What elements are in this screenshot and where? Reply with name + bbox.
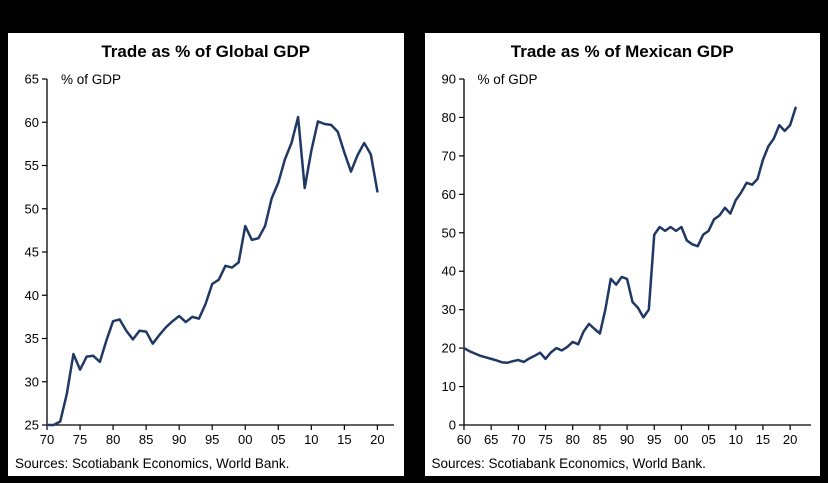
mexican-trade-chart-card: Trade as % of Mexican GDP % of GDP 0 10 20… bbox=[424, 33, 820, 476]
svg-text:20: 20 bbox=[441, 341, 455, 356]
svg-text:00: 00 bbox=[674, 432, 688, 447]
svg-text:30: 30 bbox=[25, 374, 39, 389]
source-note-global: Sources: Scotiabank Economics, World Ban… bbox=[15, 456, 290, 471]
svg-text:15: 15 bbox=[337, 432, 351, 447]
svg-text:10: 10 bbox=[728, 432, 742, 447]
svg-text:65: 65 bbox=[25, 72, 39, 87]
chart-area-mexican: % of GDP 0 10 20 30 40 50 60 70 80 90 60 65 70 75 80 85… bbox=[430, 64, 816, 455]
y-axis-unit-label-mexican: % of GDP bbox=[477, 72, 538, 87]
global-trade-chart-card: Trade as % of Global GDP % of GDP 25 30 35… bbox=[8, 33, 404, 476]
svg-text:50: 50 bbox=[441, 225, 455, 240]
svg-text:90: 90 bbox=[619, 432, 633, 447]
svg-text:80: 80 bbox=[106, 432, 120, 447]
svg-text:40: 40 bbox=[25, 288, 39, 303]
source-note-mexican: Sources: Scotiabank Economics, World Ban… bbox=[431, 456, 706, 471]
svg-text:60: 60 bbox=[25, 115, 39, 130]
svg-text:70: 70 bbox=[40, 432, 54, 447]
chart-title-mexican: Trade as % of Mexican GDP bbox=[510, 42, 734, 61]
global-trade-line-chart: 25 30 35 40 45 50 55 60 65 70 75 80 85 90 95 00 05 10 15 20 bbox=[25, 72, 394, 447]
svg-text:15: 15 bbox=[755, 432, 769, 447]
svg-text:10: 10 bbox=[304, 432, 318, 447]
svg-text:25: 25 bbox=[25, 418, 39, 433]
svg-text:75: 75 bbox=[538, 432, 552, 447]
svg-text:95: 95 bbox=[205, 432, 219, 447]
mexican-trade-line-chart: 0 10 20 30 40 50 60 70 80 90 60 65 70 75 80 85 90 95 00 05 1… bbox=[441, 72, 811, 447]
svg-text:20: 20 bbox=[370, 432, 384, 447]
svg-text:80: 80 bbox=[441, 110, 455, 125]
svg-text:95: 95 bbox=[647, 432, 661, 447]
svg-text:90: 90 bbox=[172, 432, 186, 447]
svg-text:00: 00 bbox=[238, 432, 252, 447]
svg-text:20: 20 bbox=[782, 432, 796, 447]
svg-text:80: 80 bbox=[565, 432, 579, 447]
svg-text:85: 85 bbox=[592, 432, 606, 447]
chart-title-global: Trade as % of Global GDP bbox=[101, 42, 311, 61]
svg-text:05: 05 bbox=[271, 432, 285, 447]
svg-text:35: 35 bbox=[25, 331, 39, 346]
svg-text:40: 40 bbox=[441, 264, 455, 279]
svg-text:05: 05 bbox=[701, 432, 715, 447]
svg-text:60: 60 bbox=[456, 432, 470, 447]
svg-text:75: 75 bbox=[73, 432, 87, 447]
svg-text:60: 60 bbox=[441, 187, 455, 202]
svg-text:10: 10 bbox=[441, 379, 455, 394]
svg-text:65: 65 bbox=[483, 432, 497, 447]
y-axis-unit-label-global: % of GDP bbox=[61, 72, 122, 87]
chart-area-global: % of GDP 25 30 35 40 45 50 55 60 65 70 75 80 85 90 95 0… bbox=[13, 64, 399, 455]
svg-text:45: 45 bbox=[25, 245, 39, 260]
svg-text:0: 0 bbox=[448, 418, 455, 433]
svg-text:30: 30 bbox=[441, 302, 455, 317]
svg-text:90: 90 bbox=[441, 72, 455, 87]
svg-text:50: 50 bbox=[25, 201, 39, 216]
svg-text:55: 55 bbox=[25, 158, 39, 173]
svg-text:70: 70 bbox=[511, 432, 525, 447]
svg-text:85: 85 bbox=[139, 432, 153, 447]
svg-text:70: 70 bbox=[441, 148, 455, 163]
